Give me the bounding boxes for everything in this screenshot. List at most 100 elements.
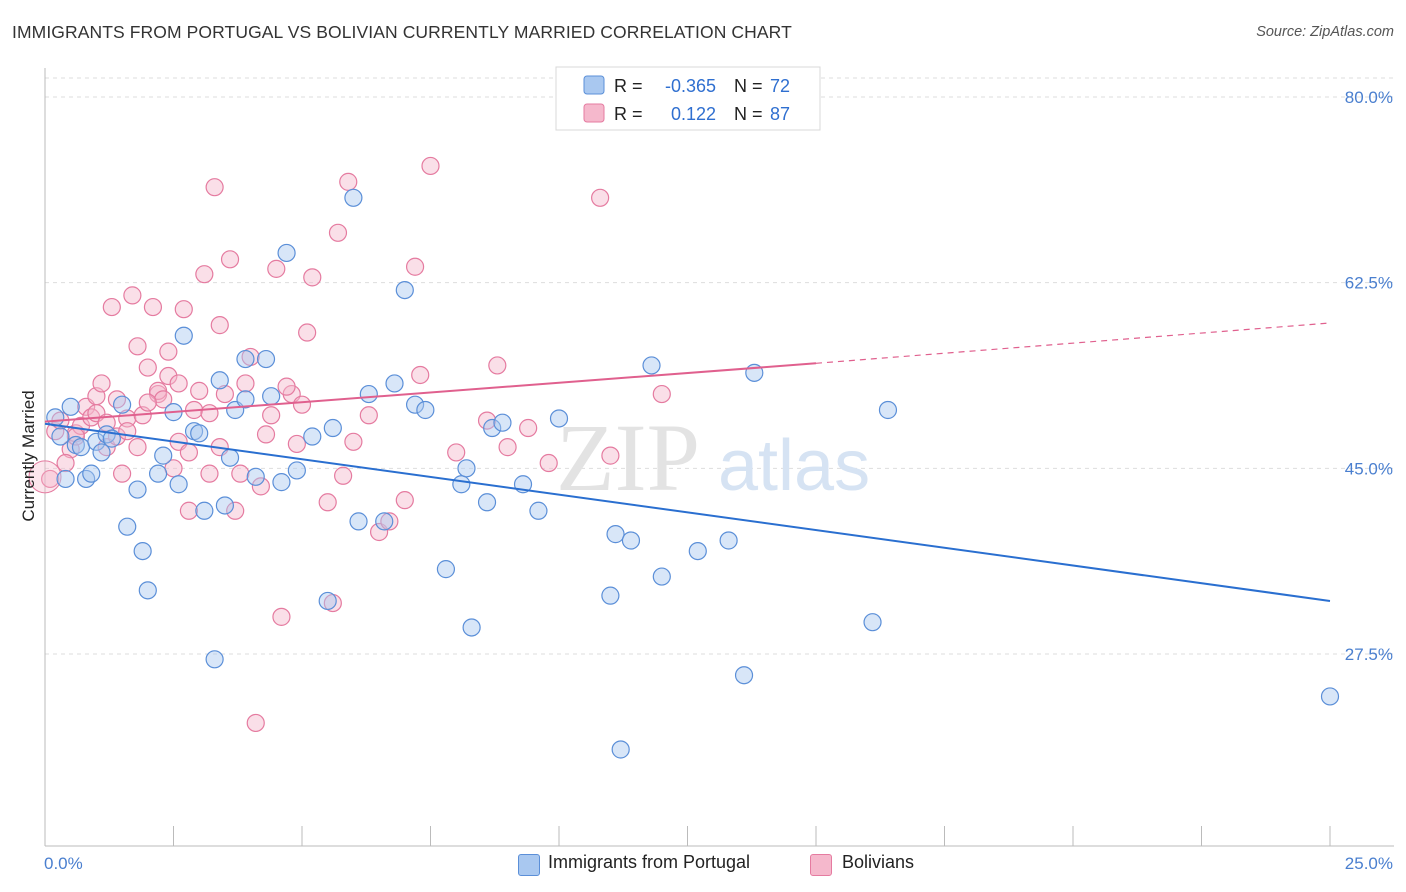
portugal-point (210, 371, 229, 390)
portugal-point (256, 349, 276, 369)
bolivians-point (251, 477, 270, 496)
bolivians-point (339, 172, 358, 191)
portugal-point (477, 493, 497, 512)
bolivians-point (344, 432, 363, 451)
portugal-point (493, 413, 512, 432)
portugal-point (452, 475, 471, 494)
portugal-point (61, 397, 80, 416)
portugal-point (344, 188, 363, 207)
portugal-point (138, 581, 157, 600)
y-tick-label: 27.5% (1345, 645, 1393, 664)
legend-n-label-1: N = (734, 76, 763, 96)
bolivians-point (215, 384, 234, 404)
portugal-point (529, 501, 548, 520)
portugal-point (51, 427, 70, 446)
bolivians-point (334, 466, 353, 485)
portugal-point (272, 473, 291, 492)
bolivians-point (256, 425, 276, 444)
bolivians-point (210, 316, 229, 335)
bottom-legend-portugal: Immigrants from Portugal (548, 852, 751, 872)
bolivians-point (226, 501, 245, 520)
portugal-point (734, 666, 754, 685)
legend-r-label-1: R = (614, 76, 643, 96)
portugal-point (303, 427, 322, 446)
bolivians-point (421, 156, 440, 176)
bolivians-point (128, 337, 147, 356)
bolivians-point (123, 286, 142, 305)
portugal-point (190, 424, 209, 443)
watermark-atlas: atlas (718, 426, 870, 506)
x-tick-label: 25.0% (1345, 854, 1393, 873)
portugal-point (246, 467, 265, 486)
legend-swatch-pink (583, 103, 605, 123)
bolivians-point (169, 374, 188, 393)
bolivians-point (498, 438, 517, 457)
portugal-trend-line (44, 422, 1331, 602)
portugal-point (236, 349, 255, 369)
portugal-point (405, 395, 425, 414)
bolivians-trend-extension (815, 322, 1331, 364)
y-tick-label: 62.5% (1345, 274, 1393, 293)
bottom-legend-swatch-blue (518, 854, 540, 876)
axes (44, 68, 1394, 847)
portugal-point (457, 459, 476, 478)
portugal-point (112, 395, 132, 414)
portugal-point (436, 560, 456, 579)
bolivians-point (46, 422, 65, 441)
legend-swatch-blue (583, 75, 605, 95)
portugal-point (416, 400, 435, 420)
portugal-point (652, 567, 671, 586)
bolivians-point (205, 178, 224, 197)
chart-title: IMMIGRANTS FROM PORTUGAL VS BOLIVIAN CUR… (12, 22, 792, 42)
portugal-point (642, 356, 661, 375)
bolivians-point (159, 366, 178, 386)
portugal-point (318, 591, 337, 611)
portugal-point (215, 496, 234, 515)
portugal-point (195, 501, 214, 520)
bolivians-point (179, 443, 199, 462)
portugal-point (148, 464, 168, 483)
portugal-point (205, 650, 224, 669)
bolivians-point (148, 381, 168, 400)
portugal-point (863, 613, 882, 632)
bolivians-point (190, 381, 209, 400)
bolivians-point (395, 491, 414, 510)
bolivians-point (272, 607, 291, 626)
bolivians-point (601, 446, 620, 465)
portugal-point (395, 280, 414, 300)
bolivians-point (200, 464, 219, 483)
bolivians-point (298, 323, 317, 342)
tick-labels: 27.5% 45.0% 62.5% 80.0% 0.0% 25.0% (44, 88, 1393, 873)
bolivians-trend-line (44, 362, 817, 423)
bolivians-point (102, 297, 121, 317)
y-tick-label: 80.0% (1345, 88, 1393, 107)
bolivians-point (262, 406, 281, 425)
portugal-point (349, 512, 368, 531)
x-tick-label: 0.0% (44, 854, 83, 873)
bolivians-point (179, 501, 199, 520)
portugal-point (323, 418, 342, 438)
bolivians-point (159, 342, 178, 361)
bolivians-point (447, 443, 466, 462)
portugal-point (46, 408, 65, 427)
portugal-point (621, 531, 641, 550)
y-tick-label: 45.0% (1345, 459, 1393, 478)
portugal-point (92, 443, 111, 462)
bottom-legend-bolivians: Bolivians (842, 852, 915, 872)
stats-legend: R = -0.365 N = 72 R = 0.122 N = 87 (555, 66, 821, 131)
portugal-point (601, 586, 620, 605)
bolivians-point (488, 356, 507, 375)
legend-n-value-1: 72 (770, 76, 790, 96)
legend-n-label-2: N = (734, 104, 763, 124)
bolivians-point (128, 438, 147, 457)
portugal-point (128, 480, 147, 499)
bolivians-point (154, 390, 173, 409)
bolivians-point (405, 257, 425, 276)
portugal-point (56, 469, 75, 489)
bolivians-point (539, 453, 558, 473)
portugal-point (878, 400, 898, 420)
bolivians-point (138, 393, 157, 412)
source-credit: Source: ZipAtlas.com (1256, 24, 1394, 40)
portugal-point (549, 409, 569, 428)
